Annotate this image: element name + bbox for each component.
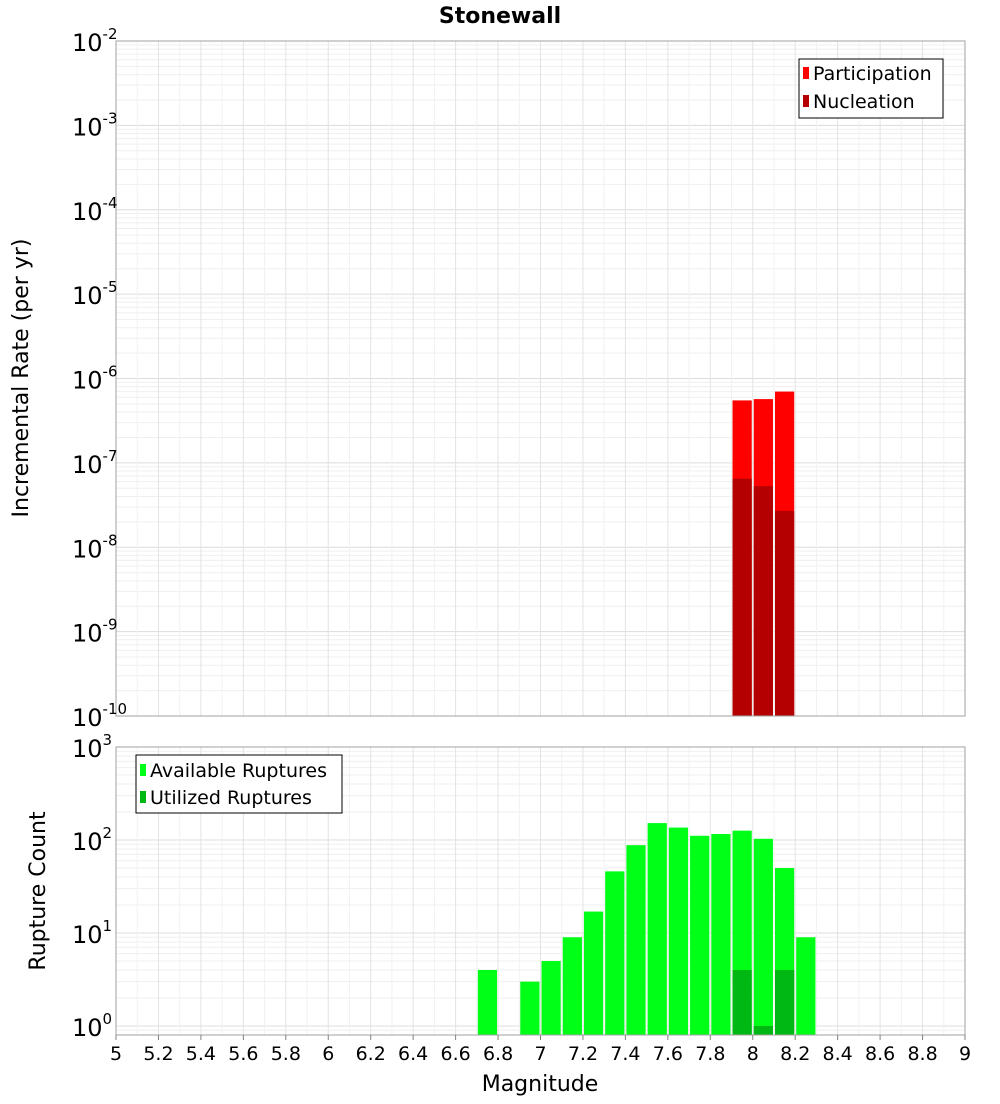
legend-label-available: Available Ruptures [150, 760, 327, 782]
x-axis-label: Magnitude [482, 1072, 599, 1097]
x-tick-label: 6.2 [356, 1043, 386, 1065]
x-tick-label: 8.2 [780, 1043, 810, 1065]
x-tick-label: 8.4 [823, 1043, 853, 1065]
bar-available-ruptures [562, 937, 582, 1035]
top-y-axis-label: Incremental Rate (per yr) [9, 239, 34, 518]
x-tick-label: 6.6 [440, 1043, 470, 1065]
x-tick-label: 8.8 [907, 1043, 937, 1065]
legend-swatch-available [140, 764, 146, 776]
chart-title: Stonewall [439, 4, 561, 29]
y-tick-label: 10-3 [72, 109, 118, 141]
bar-available-ruptures [711, 834, 731, 1035]
bar-utilized-ruptures [774, 969, 795, 1035]
legend-swatch-nucleation [803, 95, 809, 107]
bar-available-ruptures [668, 827, 689, 1035]
x-tick-label: 7.6 [653, 1043, 683, 1065]
y-tick-label: 10-2 [72, 25, 118, 57]
bar-utilized-ruptures [732, 969, 752, 1035]
top-legend: Participation Nucleation [798, 58, 944, 119]
x-tick-label: 8.6 [865, 1043, 895, 1065]
top-plot-frame [115, 40, 966, 717]
bar-available-ruptures [583, 911, 604, 1035]
y-tick-label: 102 [72, 824, 112, 856]
x-tick-label: 7 [534, 1043, 546, 1065]
y-tick-label: 10-9 [72, 616, 118, 648]
x-tick-label: 7.2 [568, 1043, 598, 1065]
bottom-y-axis-label: Rupture Count [26, 811, 51, 971]
x-tick-label: 5.8 [271, 1043, 301, 1065]
bottom-legend: Available Ruptures Utilized Ruptures [135, 754, 343, 814]
top-legend-box [798, 58, 944, 119]
x-tick-label: 7.4 [610, 1043, 640, 1065]
bottom-legend-box [135, 754, 343, 814]
y-tick-label: 103 [72, 731, 112, 763]
x-tick-label: 6.8 [483, 1043, 513, 1065]
legend-label-utilized: Utilized Ruptures [150, 787, 312, 809]
top-y-ticks: 10-2 10-3 10-4 10-5 10-6 10-7 10-8 10-9 10-10 [72, 25, 127, 732]
y-tick-label: 10-8 [72, 531, 118, 563]
bar-available-ruptures [520, 981, 540, 1035]
legend-swatch-utilized [140, 791, 146, 803]
bottom-bars [477, 823, 816, 1035]
bar-available-ruptures [753, 838, 773, 1035]
top-grid [115, 41, 966, 717]
bottom-y-ticks: 103 102 101 100 [72, 731, 112, 1042]
top-bars [732, 391, 795, 716]
bar-available-ruptures [605, 871, 625, 1035]
legend-label-participation: Participation [813, 63, 932, 85]
bottom-grid [115, 747, 966, 1036]
x-tick-label: 6.4 [398, 1043, 428, 1065]
x-tick-label: 7.8 [695, 1043, 725, 1065]
x-tick-label: 5.4 [186, 1043, 216, 1065]
y-tick-label: 100 [72, 1010, 112, 1042]
legend-label-nucleation: Nucleation [813, 91, 915, 113]
x-axis-ticks: 5 5.2 5.4 5.6 5.8 6 6.2 6.4 6.6 6.8 7 7.2 7.4 7.6 7.8 8… [110, 1035, 971, 1065]
bar-nucleation [753, 486, 773, 716]
bar-nucleation [774, 510, 795, 716]
bar-available-ruptures [796, 937, 816, 1035]
y-tick-label: 10-6 [72, 363, 118, 395]
y-tick-label: 10-7 [72, 447, 118, 479]
x-tick-label: 8 [747, 1043, 759, 1065]
x-tick-label: 6 [322, 1043, 334, 1065]
y-tick-label: 10-4 [72, 194, 118, 226]
x-tick-label: 5.2 [143, 1043, 173, 1065]
bar-available-ruptures [541, 960, 561, 1035]
x-tick-label: 5.6 [228, 1043, 258, 1065]
y-tick-label: 101 [72, 917, 112, 949]
x-tick-label: 9 [959, 1043, 971, 1065]
bar-available-ruptures [626, 845, 646, 1035]
x-tick-label: 5 [110, 1043, 122, 1065]
bar-available-ruptures [647, 823, 667, 1035]
legend-swatch-participation [803, 67, 809, 79]
bar-available-ruptures [690, 835, 710, 1035]
y-tick-label: 10-5 [72, 278, 118, 310]
bar-nucleation [732, 478, 752, 716]
y-tick-label: 10-10 [72, 700, 127, 732]
bar-available-ruptures [477, 969, 498, 1035]
bar-utilized-ruptures [753, 1025, 773, 1035]
